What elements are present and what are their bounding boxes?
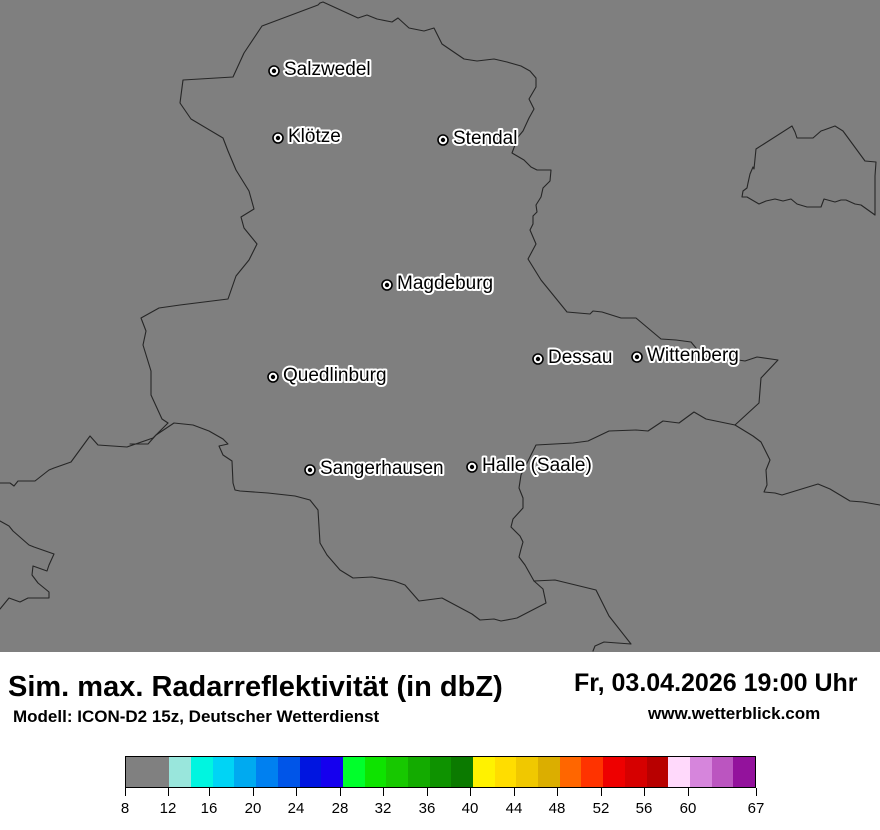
svg-text:Dessau: Dessau <box>548 347 612 368</box>
svg-text:Salzwedel: Salzwedel <box>284 59 371 80</box>
svg-text:Wittenberg: Wittenberg <box>647 345 739 366</box>
svg-text:Quedlinburg: Quedlinburg <box>283 365 387 386</box>
svg-text:Halle (Saale): Halle (Saale) <box>482 455 592 476</box>
svg-text:Stendal: Stendal <box>453 128 517 149</box>
svg-text:Sangerhausen: Sangerhausen <box>320 458 444 479</box>
svg-text:Magdeburg: Magdeburg <box>397 273 493 294</box>
svg-text:Klötze: Klötze <box>288 126 341 147</box>
